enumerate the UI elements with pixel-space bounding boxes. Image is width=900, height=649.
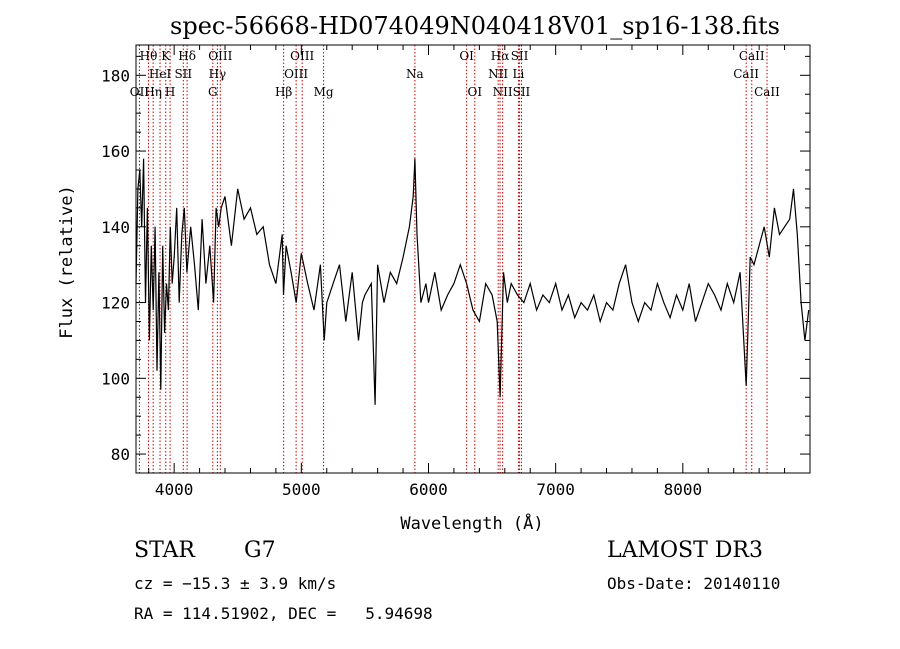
line-label-10: OIII <box>208 49 232 63</box>
y-axis: 80 100 120 140 160 180 <box>101 55 810 474</box>
line-label-16: OI <box>459 49 474 63</box>
line-label-3: HeI <box>149 67 172 81</box>
y-tick-label-3: 140 <box>101 218 130 237</box>
object-class: STAR <box>134 538 195 563</box>
line-label-18: NII <box>488 67 508 81</box>
line-label-1: Hθ <box>140 49 158 63</box>
line-label-7: Hδ <box>178 49 196 63</box>
observation-date: Obs-Date: 20140110 <box>607 574 781 593</box>
x-axis-label: Wavelength (Å) <box>400 512 543 534</box>
line-label-8: G <box>208 85 218 99</box>
x-tick-label-0: 4000 <box>155 480 194 499</box>
line-label-21: Li <box>512 67 524 81</box>
line-label-19: Hα <box>491 49 510 63</box>
spectral-line-labels: OII Hθ Hη HeI K H SII Hδ G Hγ OIII Hβ OIII OIII Mg Na OI… <box>130 49 780 99</box>
line-label-25: CaII <box>739 49 765 63</box>
line-label-9: Hγ <box>209 67 227 81</box>
line-label-15: Na <box>406 67 424 81</box>
line-label-2: Hη <box>144 85 162 99</box>
line-label-5: H <box>165 85 175 99</box>
plot-frame <box>135 44 811 474</box>
series-layer <box>135 158 810 405</box>
spectrum-series-0 <box>135 158 810 405</box>
spectral-line-markers <box>138 45 768 473</box>
y-tick-label-1: 100 <box>101 369 130 388</box>
line-label-13: OIII <box>290 49 314 63</box>
x-tick-label-4: 8000 <box>664 480 703 499</box>
line-label-26: CaII <box>754 85 780 99</box>
survey-name: LAMOST DR3 <box>607 538 763 563</box>
line-label-6: SII <box>174 67 192 81</box>
line-label-0: OII <box>130 85 150 99</box>
y-axis-label: Flux (relative) <box>57 185 77 339</box>
object-subclass: G7 <box>244 538 276 563</box>
coordinates-readout: RA = 114.51902, DEC = 5.94698 <box>134 604 433 623</box>
line-label-23: SII <box>513 85 531 99</box>
line-label-4: K <box>161 49 171 63</box>
line-label-12: OIII <box>284 67 308 81</box>
x-axis: 4000 5000 6000 7000 8000 <box>148 45 786 499</box>
y-tick-label-5: 180 <box>101 66 130 85</box>
x-tick-label-1: 5000 <box>282 480 321 499</box>
line-label-17: OI <box>467 85 482 99</box>
chart-title: spec-56668-HD074049N040418V01_sp16-138.f… <box>170 12 780 40</box>
line-label-11: Hβ <box>275 85 292 99</box>
y-tick-label-2: 120 <box>101 294 130 313</box>
y-tick-label-0: 80 <box>111 445 130 464</box>
line-label-22: SII <box>511 49 529 63</box>
line-label-24: CaII <box>733 67 759 81</box>
line-label-14: Mg <box>314 85 334 99</box>
redshift-readout: cz = −15.3 ± 3.9 km/s <box>134 574 337 593</box>
x-tick-label-2: 6000 <box>409 480 448 499</box>
x-tick-label-3: 7000 <box>536 480 575 499</box>
line-label-20: NII <box>493 85 513 99</box>
y-tick-label-4: 160 <box>101 142 130 161</box>
